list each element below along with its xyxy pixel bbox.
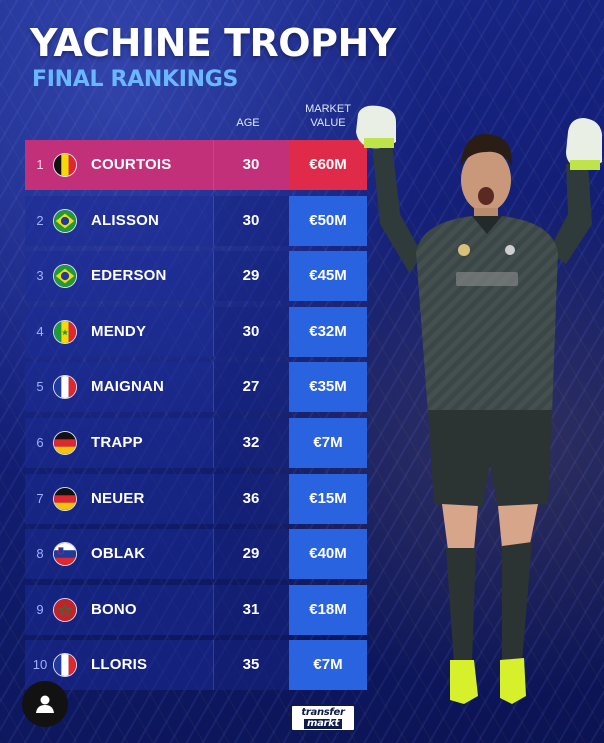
rank-number: 1 bbox=[36, 157, 44, 172]
player-name: ALISSON bbox=[91, 211, 160, 229]
morocco-flag-icon bbox=[53, 597, 77, 622]
page-subtitle: FINAL RANKINGS bbox=[32, 67, 239, 92]
market-value-header-line1: MARKET bbox=[305, 103, 351, 115]
value-cell-background bbox=[289, 417, 367, 468]
france-flag-icon bbox=[53, 653, 77, 678]
player-market-value: €40M bbox=[309, 545, 347, 563]
value-cell-background bbox=[289, 140, 367, 190]
player-name: LLORIS bbox=[91, 656, 148, 674]
player-age: 32 bbox=[242, 433, 260, 451]
player-age: 29 bbox=[242, 267, 260, 285]
age-cell-background bbox=[213, 140, 289, 190]
player-age: 27 bbox=[242, 378, 260, 396]
rank-number: 2 bbox=[36, 212, 44, 228]
value-cell-background bbox=[289, 640, 367, 691]
age-cell-background bbox=[213, 640, 289, 691]
age-cell-background bbox=[213, 195, 289, 246]
germany-flag-icon bbox=[53, 486, 77, 511]
age-cell-background bbox=[213, 362, 289, 413]
brazil-flag-icon bbox=[53, 264, 77, 289]
page-title: YACHINE TROPHY bbox=[30, 21, 396, 65]
player-market-value: €32M bbox=[309, 322, 347, 340]
value-cell-background bbox=[289, 473, 367, 524]
france-flag-icon bbox=[53, 375, 77, 400]
age-cell-background bbox=[213, 306, 289, 357]
rank-number: 3 bbox=[36, 268, 44, 284]
rank-number: 9 bbox=[36, 601, 44, 617]
logo-text-line1: transfer bbox=[301, 706, 345, 718]
age-cell-background bbox=[213, 417, 289, 468]
logo-text-line2: markt bbox=[303, 718, 343, 729]
value-cell-background bbox=[289, 195, 367, 246]
rankings-table: 1 COURTOIS 30 €60M 2 ALISSON 30 €50M 3 EDERSON 29 €… bbox=[25, 140, 367, 696]
player-name: NEUER bbox=[91, 489, 145, 507]
player-market-value: €60M bbox=[309, 156, 347, 173]
market-value-header-line2: VALUE bbox=[310, 117, 346, 129]
player-name: MENDY bbox=[91, 322, 147, 340]
player-name: BONO bbox=[91, 600, 137, 618]
player-age: 30 bbox=[242, 156, 260, 173]
player-name: OBLAK bbox=[91, 545, 146, 563]
player-name: TRAPP bbox=[91, 433, 143, 451]
player-market-value: €15M bbox=[309, 489, 347, 507]
ranking-row: 2 ALISSON 30 €50M bbox=[25, 195, 367, 246]
rank-number: 5 bbox=[36, 379, 44, 395]
ranking-row: 8 OBLAK 29 €40M bbox=[25, 529, 367, 580]
transfermarkt-logo: transfer markt bbox=[290, 704, 356, 732]
value-cell-background bbox=[289, 529, 367, 580]
ranking-row: 3 EDERSON 29 €45M bbox=[25, 251, 367, 302]
ranking-row: 6 TRAPP 32 €7M bbox=[25, 417, 367, 468]
age-cell-background bbox=[213, 584, 289, 635]
value-cell-background bbox=[289, 362, 367, 413]
value-cell-background bbox=[289, 306, 367, 357]
rank-number: 8 bbox=[36, 546, 44, 562]
age-column-header: AGE bbox=[236, 117, 260, 129]
ranking-row: 7 NEUER 36 €15M bbox=[25, 473, 367, 524]
age-cell-background bbox=[213, 473, 289, 524]
player-name: COURTOIS bbox=[91, 156, 172, 173]
player-age: 36 bbox=[242, 489, 260, 507]
player-market-value: €45M bbox=[309, 267, 347, 285]
senegal-flag-icon bbox=[53, 319, 77, 344]
player-age: 30 bbox=[242, 322, 260, 340]
slovenia-flag-icon bbox=[53, 542, 77, 567]
player-market-value: €18M bbox=[309, 600, 347, 618]
goalkeeper-illustration bbox=[356, 105, 602, 704]
rank-number: 10 bbox=[32, 657, 48, 673]
ranking-row: 10 LLORIS 35 €7M bbox=[25, 640, 367, 691]
germany-flag-icon bbox=[53, 430, 77, 455]
player-age: 29 bbox=[242, 545, 260, 563]
rank-number: 4 bbox=[36, 323, 44, 339]
player-age: 31 bbox=[242, 600, 260, 618]
brazil-flag-icon bbox=[53, 208, 77, 233]
user-icon bbox=[36, 695, 54, 713]
rank-number: 6 bbox=[36, 434, 44, 450]
ranking-row: 9 BONO 31 €18M bbox=[25, 584, 367, 635]
age-cell-background bbox=[213, 529, 289, 580]
player-age: 35 bbox=[242, 656, 260, 674]
belgium-flag-icon bbox=[53, 153, 77, 177]
player-market-value: €7M bbox=[313, 433, 343, 451]
player-market-value: €50M bbox=[309, 211, 347, 229]
player-market-value: €35M bbox=[309, 378, 347, 396]
rank-number: 7 bbox=[36, 490, 44, 506]
market-value-column-header: MARKET VALUE bbox=[290, 102, 366, 130]
value-cell-background bbox=[289, 584, 367, 635]
player-name: EDERSON bbox=[91, 267, 167, 285]
age-cell-background bbox=[213, 251, 289, 302]
player-market-value: €7M bbox=[313, 656, 343, 674]
value-cell-background bbox=[289, 251, 367, 302]
player-name: MAIGNAN bbox=[91, 378, 165, 396]
ranking-row: 5 MAIGNAN 27 €35M bbox=[25, 362, 367, 413]
ranking-row: 4 MENDY 30 €32M bbox=[25, 306, 367, 357]
profile-button[interactable] bbox=[22, 681, 68, 727]
player-age: 30 bbox=[242, 211, 260, 229]
ranking-row: 1 COURTOIS 30 €60M bbox=[25, 140, 367, 190]
